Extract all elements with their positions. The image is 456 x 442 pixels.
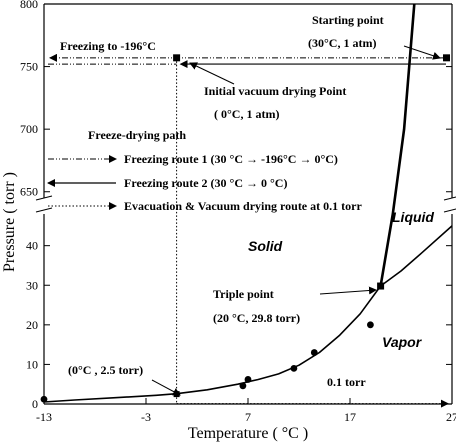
x-tick-label: 27 bbox=[446, 410, 456, 424]
data-point bbox=[290, 364, 298, 372]
triple-point-label: Triple point bbox=[213, 287, 274, 301]
x-tick-label: 7 bbox=[245, 410, 251, 424]
initial-vacuum-value: ( 0°C, 1 atm) bbox=[214, 107, 279, 121]
freeze-drying-path-title: Freeze-drying path bbox=[88, 128, 186, 142]
initial-vacuum-label: Initial vacuum drying Point bbox=[204, 84, 346, 98]
x-tick-label: 17 bbox=[344, 410, 356, 424]
vapor-region-label: Vapor bbox=[382, 334, 423, 350]
point-0c-pointer bbox=[151, 379, 181, 396]
triple-point-marker bbox=[377, 282, 385, 290]
data-point bbox=[40, 395, 48, 403]
ticks-layer: -13 -3 7 17 27 0 10 20 30 40 650 700 750 800 bbox=[20, 0, 456, 424]
route3-label: Evacuation & Vacuum drying route at 0.1 … bbox=[124, 199, 362, 213]
torr-01-label: 0.1 torr bbox=[327, 375, 366, 389]
melting-curve bbox=[379, 3, 416, 287]
y-tick-label: 650 bbox=[20, 185, 38, 199]
y-tick-label: 750 bbox=[20, 60, 38, 74]
starting-point-value: (30°C, 1 atm) bbox=[308, 36, 376, 50]
axis-break-left bbox=[35, 195, 53, 213]
vaporization-curve bbox=[380, 225, 453, 287]
initial-vacuum-pointer bbox=[189, 62, 235, 85]
x-tick-label: -13 bbox=[36, 410, 52, 424]
routes-layer bbox=[48, 53, 450, 408]
y-tick-label: 700 bbox=[20, 122, 38, 136]
y-tick-label: 10 bbox=[26, 357, 38, 371]
y-tick-label: 0 bbox=[32, 397, 38, 411]
x-tick-label: -3 bbox=[141, 410, 151, 424]
data-point bbox=[244, 376, 252, 383]
axis-break-right bbox=[443, 196, 456, 213]
freezing-to-label: Freezing to -196°C bbox=[60, 39, 156, 53]
starting-point-marker bbox=[443, 54, 450, 62]
starting-point-pointer bbox=[403, 45, 441, 60]
y-tick-label: 800 bbox=[20, 0, 38, 11]
initial-vacuum-marker bbox=[173, 54, 181, 62]
solid-region-label: Solid bbox=[248, 238, 283, 254]
data-point bbox=[239, 382, 247, 390]
y-tick-label: 20 bbox=[26, 318, 38, 332]
y-tick-label: 30 bbox=[26, 278, 38, 292]
route1-label: Freezing route 1 (30 °C → -196°C → 0°C) bbox=[124, 152, 338, 166]
data-point bbox=[367, 321, 374, 329]
liquid-region-label: Liquid bbox=[392, 209, 434, 225]
starting-point-label: Starting point bbox=[312, 13, 384, 27]
triple-point-value: (20 °C, 29.8 torr) bbox=[213, 311, 300, 325]
y-axis-label: Pressure ( torr ) bbox=[1, 172, 18, 272]
y-tick-label: 40 bbox=[26, 239, 38, 253]
x-axis-label: Temperature ( °C ) bbox=[188, 425, 308, 442]
route2-label: Freezing route 2 (30 °C → 0 °C) bbox=[124, 176, 287, 190]
point-0c-label: (0°C , 2.5 torr) bbox=[68, 363, 143, 377]
points-layer bbox=[40, 321, 374, 403]
data-point bbox=[310, 349, 318, 356]
triple-point-pointer bbox=[319, 286, 377, 295]
